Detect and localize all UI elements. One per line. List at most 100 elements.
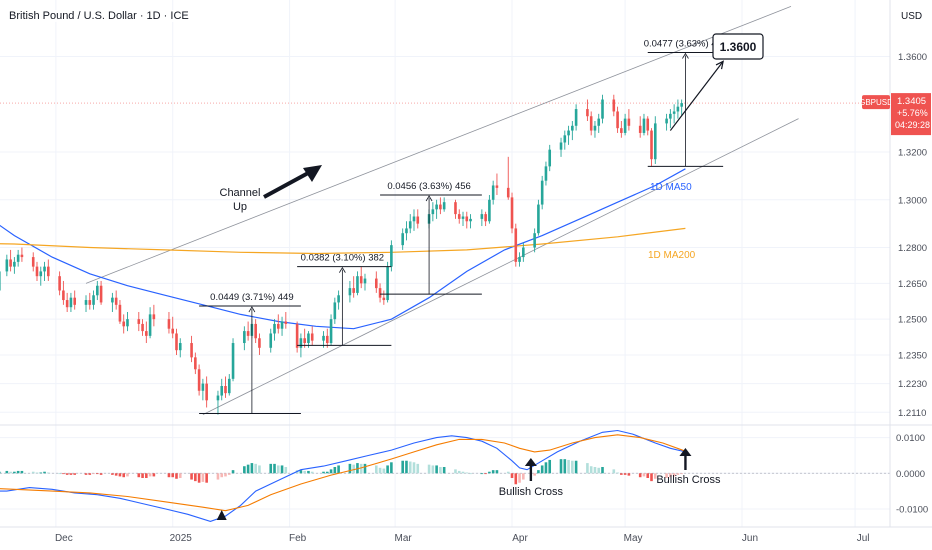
measurement-arrow-head	[425, 195, 433, 202]
candle	[352, 276, 355, 298]
candle	[0, 271, 1, 291]
candle	[220, 378, 224, 401]
grid	[0, 0, 932, 527]
annotations: Channel Up 1.3600 1D MA50 1D MA200	[220, 33, 764, 261]
candle	[194, 352, 197, 375]
y-tick-label: 1.2350	[898, 350, 927, 361]
macd-histogram-bar	[73, 473, 76, 475]
bullish-cross-label: Bullish Cross	[656, 474, 721, 486]
candle-body	[224, 385, 227, 394]
candle	[457, 209, 461, 224]
candle	[386, 261, 389, 303]
candle-body	[39, 271, 43, 277]
candle	[522, 242, 525, 262]
candle	[197, 364, 201, 396]
macd-y-tick-label: -0.0100	[896, 504, 928, 515]
candle-body	[363, 278, 367, 284]
macd-histogram-bar	[39, 472, 43, 474]
candle-body	[5, 259, 9, 272]
macd-histogram-bar	[250, 463, 254, 474]
candle-body	[412, 216, 416, 222]
candle-body	[431, 209, 435, 215]
candle	[653, 116, 657, 164]
macd-histogram-bar	[69, 473, 73, 475]
candle-body	[254, 323, 257, 339]
macd-histogram-bar	[224, 473, 227, 477]
candle-body	[276, 323, 280, 329]
candle	[284, 311, 288, 329]
candle	[363, 273, 367, 291]
candle-body	[571, 125, 574, 131]
channel-label: Channel	[220, 187, 261, 199]
y-tick-label: 1.2650	[898, 279, 927, 290]
macd-histogram-bar	[96, 473, 99, 475]
candle	[254, 319, 257, 344]
candle-body	[601, 99, 604, 119]
macd-histogram-bar	[518, 473, 521, 483]
candle	[488, 195, 491, 224]
channel-lines	[85, 6, 799, 416]
candle	[401, 228, 404, 250]
candle-body	[435, 204, 438, 210]
candle-body	[73, 297, 76, 305]
candle-body	[390, 245, 393, 267]
candle	[201, 378, 205, 401]
candle	[145, 321, 148, 344]
macd-histogram-bar	[612, 469, 616, 474]
candle-body	[495, 185, 499, 188]
candle-body	[303, 338, 306, 344]
candle-body	[258, 338, 261, 348]
y-tick-label: 1.2800	[898, 243, 927, 254]
x-tick-label: Jun	[742, 533, 758, 544]
macd-histogram-bar	[363, 463, 367, 474]
y-tick-label: 1.3000	[898, 195, 927, 206]
macd-histogram-bar	[13, 471, 16, 474]
macd-histogram-bar	[118, 473, 122, 477]
candle-body	[653, 123, 657, 160]
macd-histogram-bar	[480, 473, 484, 475]
macd-histogram-bar	[540, 465, 544, 474]
macd-histogram-bar	[435, 465, 438, 474]
candle-body	[190, 343, 193, 358]
candle	[43, 261, 46, 281]
candle-body	[586, 109, 589, 117]
macd-histogram-bar	[114, 473, 118, 476]
candle	[510, 192, 514, 234]
candle	[616, 106, 619, 133]
candle	[190, 335, 193, 363]
candle	[114, 290, 118, 310]
candle-body	[13, 261, 16, 267]
bottom-arrow-icon	[216, 510, 227, 520]
candle	[382, 290, 386, 305]
candle-body	[518, 257, 521, 262]
candle-body	[227, 378, 231, 394]
measurement-arrow-head	[682, 52, 689, 59]
candle-body	[627, 118, 631, 126]
macd-histogram-bar	[325, 471, 329, 474]
candle	[96, 280, 99, 301]
macd-histogram-bar	[329, 469, 333, 474]
candle	[465, 211, 469, 229]
macd-histogram-bar	[412, 462, 416, 474]
macd-histogram-bar	[175, 473, 178, 479]
candle-body	[43, 266, 46, 272]
macd-histogram-bar	[145, 473, 148, 478]
macd-histogram-bar	[194, 473, 197, 482]
macd-histogram-bar	[307, 470, 310, 474]
chart-title: British Pound / U.S. Dollar · 1D · ICE	[7, 10, 191, 22]
macd-histogram-bar	[427, 464, 431, 474]
candle	[375, 271, 378, 293]
candle	[243, 326, 246, 351]
candle	[337, 290, 340, 310]
bullish-cross-arrow-icon	[679, 448, 692, 456]
y-tick-label: 1.2230	[898, 379, 927, 390]
candle	[597, 113, 601, 133]
macd-histogram-bar	[646, 473, 650, 478]
candle	[73, 290, 76, 310]
candle-body	[612, 99, 616, 112]
moving-averages	[0, 168, 686, 330]
candle	[567, 125, 570, 145]
candle-body	[680, 103, 683, 107]
macd-histogram-bar	[484, 473, 487, 475]
